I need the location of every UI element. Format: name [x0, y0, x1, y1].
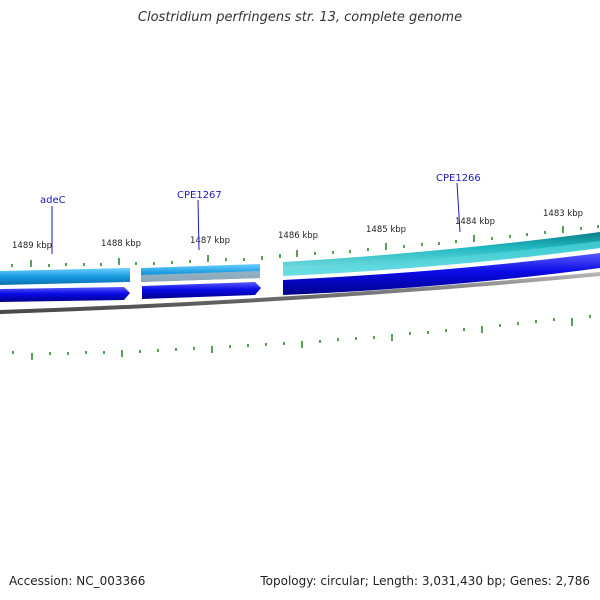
gene-label-cpe1266[interactable]: CPE1266 — [436, 173, 481, 184]
gene-label-cpe1267-group[interactable]: CPE1267 — [177, 190, 222, 251]
cds-block-right[interactable] — [283, 253, 600, 295]
gene-label-cpe1267[interactable]: CPE1267 — [177, 190, 222, 201]
gene-label-cpe1266-group[interactable]: CPE1266 — [436, 173, 481, 233]
tick-label-1483: 1483 kbp — [543, 209, 583, 219]
leader-line — [197, 199, 200, 251]
rna-feature-gray — [141, 271, 260, 282]
gene-label-adeC[interactable]: adeC — [40, 195, 66, 206]
reverse-cds-track — [0, 253, 600, 302]
tick-label-1489: 1489 kbp — [12, 241, 52, 251]
map-title: Clostridium perfringens str. 13, complet… — [137, 10, 463, 25]
cds-feature-right-light[interactable] — [283, 241, 600, 276]
tick-label-1486: 1486 kbp — [278, 231, 318, 241]
tick-label-1485: 1485 kbp — [366, 225, 406, 235]
leader-line — [456, 182, 461, 233]
tick-label-1487: 1487 kbp — [190, 236, 230, 246]
accession-label: Accession: NC_003366 — [9, 574, 146, 588]
backbone-ruler — [0, 272, 600, 314]
genome-summary-label: Topology: circular; Length: 3,031,430 bp… — [260, 574, 590, 588]
forward-cds-track — [0, 232, 600, 285]
cds-arrow-left[interactable] — [0, 287, 130, 302]
kbp-tick-labels: 1489 kbp 1488 kbp 1487 kbp 1486 kbp 1485… — [12, 209, 583, 251]
tick-label-1488: 1488 kbp — [101, 239, 141, 249]
lower-minor-tick-row — [12, 315, 591, 360]
upper-minor-tick-row — [11, 225, 599, 267]
tick-label-1484: 1484 kbp — [455, 217, 495, 227]
cds-feature-adeC[interactable] — [0, 268, 130, 285]
cds-arrow-middle[interactable] — [142, 282, 261, 299]
gene-label-adeC-group[interactable]: adeC — [40, 195, 66, 254]
